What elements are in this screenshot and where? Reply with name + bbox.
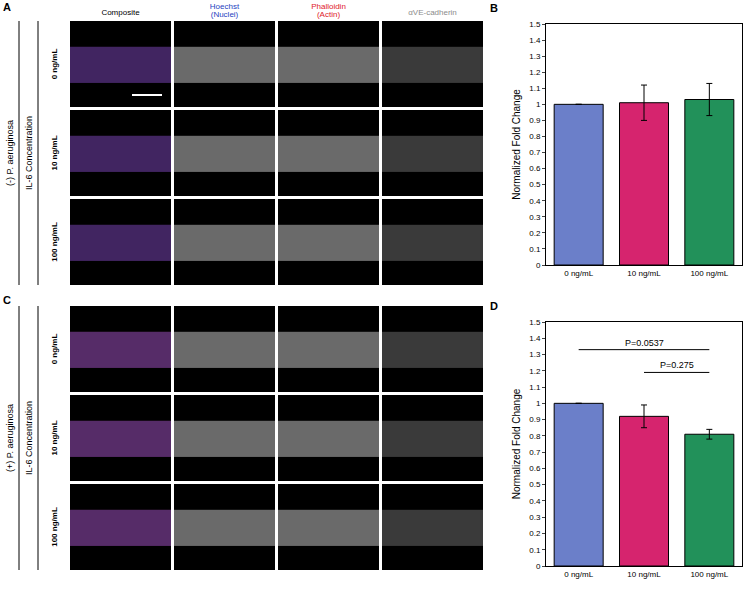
svg-text:0.9: 0.9 xyxy=(529,415,541,424)
svg-text:0 ng/mL: 0 ng/mL xyxy=(564,269,593,278)
svg-text:0.7: 0.7 xyxy=(529,448,541,457)
svg-text:1.3: 1.3 xyxy=(529,52,541,61)
svg-text:1.5: 1.5 xyxy=(529,318,541,327)
svg-text:0 ng/mL: 0 ng/mL xyxy=(50,334,59,365)
svg-text:(-) P. aeruginosa: (-) P. aeruginosa xyxy=(5,120,15,186)
svg-text:1.2: 1.2 xyxy=(529,68,541,77)
svg-text:100 ng/mL: 100 ng/mL xyxy=(50,222,59,262)
svg-text:P=0.0537: P=0.0537 xyxy=(625,338,664,348)
svg-text:0.2: 0.2 xyxy=(529,229,541,238)
html-text:B: B xyxy=(490,2,498,14)
svg-text:1.2: 1.2 xyxy=(529,367,541,376)
svg-text:0.3: 0.3 xyxy=(529,213,541,222)
svg-text:0 ng/mL: 0 ng/mL xyxy=(50,49,59,80)
svg-text:0 ng/mL: 0 ng/mL xyxy=(564,570,593,579)
svg-text:0.6: 0.6 xyxy=(529,164,541,173)
svg-text:0.4: 0.4 xyxy=(529,197,541,206)
svg-text:1.1: 1.1 xyxy=(529,84,541,93)
svg-text:(Nuclei): (Nuclei) xyxy=(211,10,239,19)
svg-text:0.1: 0.1 xyxy=(529,546,541,555)
svg-text:1.3: 1.3 xyxy=(529,350,541,359)
svg-text:C: C xyxy=(3,294,11,306)
svg-text:Normalized Fold Change: Normalized Fold Change xyxy=(511,388,522,499)
svg-text:10 ng/mL: 10 ng/mL xyxy=(50,420,59,455)
svg-text:0.7: 0.7 xyxy=(529,148,541,157)
svg-text:100 ng/mL: 100 ng/mL xyxy=(690,269,728,278)
svg-text:0: 0 xyxy=(536,562,541,571)
svg-text:0.5: 0.5 xyxy=(529,180,541,189)
svg-text:1.4: 1.4 xyxy=(529,36,541,45)
svg-text:IL-6 Concentration: IL-6 Concentration xyxy=(24,401,34,475)
svg-text:0.5: 0.5 xyxy=(529,480,541,489)
svg-text:10 ng/mL: 10 ng/mL xyxy=(627,269,661,278)
svg-text:Hoechst: Hoechst xyxy=(209,2,240,11)
svg-text:0.3: 0.3 xyxy=(529,513,541,522)
svg-text:Composite: Composite xyxy=(101,8,140,17)
svg-text:Normalized Fold Change: Normalized Fold Change xyxy=(511,89,522,200)
svg-text:10 ng/mL: 10 ng/mL xyxy=(50,135,59,170)
svg-text:0.1: 0.1 xyxy=(529,245,541,254)
svg-text:0.6: 0.6 xyxy=(529,464,541,473)
svg-text:1.1: 1.1 xyxy=(529,383,541,392)
svg-text:1: 1 xyxy=(536,399,541,408)
html-text:D: D xyxy=(490,300,498,312)
svg-text:0.9: 0.9 xyxy=(529,116,541,125)
svg-text:0: 0 xyxy=(536,261,541,270)
svg-text:0.8: 0.8 xyxy=(529,432,541,441)
svg-text:100 ng/mL: 100 ng/mL xyxy=(690,570,728,579)
svg-text:A: A xyxy=(3,1,11,13)
svg-text:Phalloidin: Phalloidin xyxy=(311,2,346,11)
svg-text:αVE-cadherin: αVE-cadherin xyxy=(408,8,457,17)
svg-text:0.4: 0.4 xyxy=(529,497,541,506)
svg-text:(+) P. aeruginosa: (+) P. aeruginosa xyxy=(5,404,15,472)
svg-text:IL-6 Concentration: IL-6 Concentration xyxy=(24,116,34,190)
svg-text:(Actin): (Actin) xyxy=(317,10,340,19)
svg-text:1.4: 1.4 xyxy=(529,334,541,343)
svg-text:1.5: 1.5 xyxy=(529,20,541,29)
svg-text:10 ng/mL: 10 ng/mL xyxy=(627,570,661,579)
svg-text:0.2: 0.2 xyxy=(529,529,541,538)
svg-text:0.8: 0.8 xyxy=(529,132,541,141)
svg-text:P=0.275: P=0.275 xyxy=(660,360,694,370)
svg-text:1: 1 xyxy=(536,100,541,109)
svg-text:100 ng/mL: 100 ng/mL xyxy=(50,507,59,547)
